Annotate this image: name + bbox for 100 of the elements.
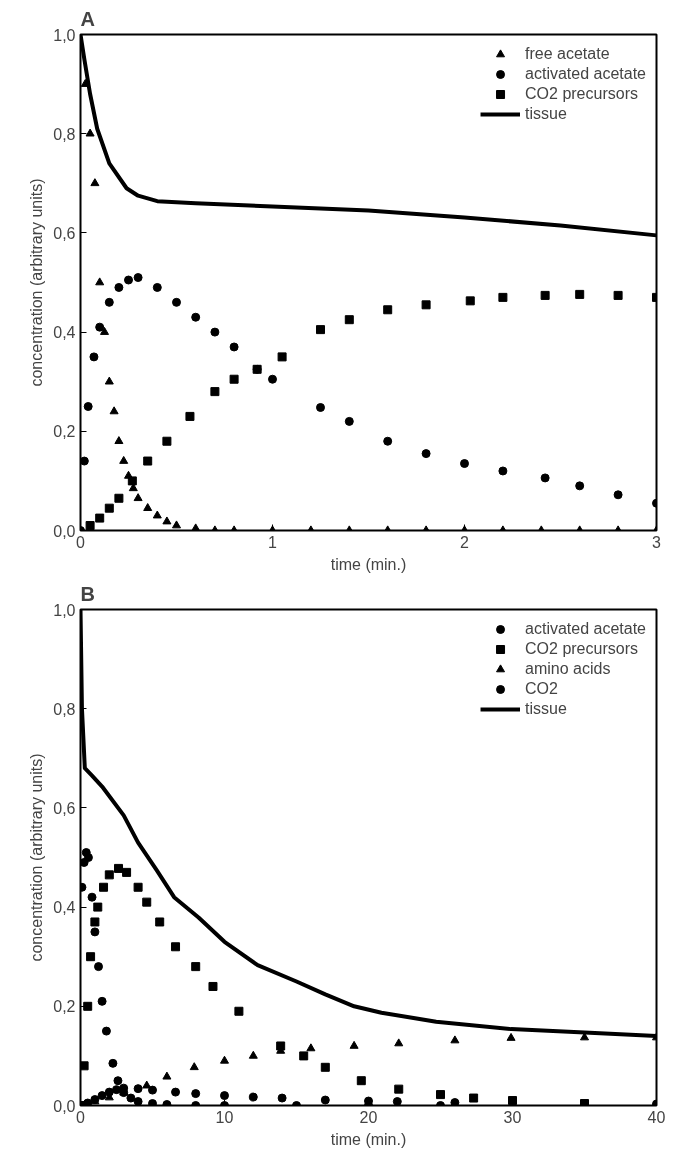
point (148, 1099, 157, 1106)
point (540, 473, 550, 483)
point (320, 1062, 330, 1072)
x-tick-label: 40 (647, 1108, 666, 1126)
point (133, 273, 143, 283)
point (383, 436, 393, 446)
point (89, 352, 99, 362)
point (104, 503, 114, 513)
point (99, 882, 109, 892)
point (248, 1050, 258, 1059)
point (143, 456, 153, 466)
point (85, 128, 95, 137)
y-tick-label: 0,2 (53, 423, 76, 441)
point (508, 1096, 517, 1106)
x-axis-title: time (min.) (330, 1130, 407, 1148)
point (189, 1062, 199, 1071)
point (277, 352, 287, 362)
legend-label: tissue (525, 700, 567, 718)
legend-label: CO2 precursors (525, 640, 638, 658)
point (349, 1040, 359, 1049)
point (316, 403, 325, 412)
point (143, 503, 153, 511)
point (90, 178, 100, 187)
point (104, 297, 114, 307)
point (95, 277, 105, 286)
point (421, 449, 431, 459)
point (299, 1051, 309, 1061)
y-tick-label: 0,4 (53, 324, 76, 342)
point (80, 456, 89, 466)
point (344, 416, 354, 426)
point (580, 1099, 589, 1106)
point (90, 917, 100, 927)
point (155, 917, 165, 927)
x-axis-title: time (min.) (330, 555, 407, 573)
point (210, 327, 220, 337)
point (83, 853, 93, 862)
point (394, 1038, 404, 1047)
point (171, 942, 181, 952)
point (208, 981, 218, 991)
point (229, 374, 239, 384)
point (191, 1089, 201, 1099)
point (114, 863, 124, 873)
point (112, 1085, 121, 1095)
point (94, 962, 103, 972)
y-tick-label: 0,6 (53, 799, 76, 817)
point (148, 1085, 157, 1095)
point (83, 1001, 93, 1011)
point (127, 476, 137, 486)
x-tick-label: 1 (268, 533, 278, 551)
point (152, 282, 162, 292)
legend-label: activated acetate (525, 65, 646, 83)
point (133, 882, 143, 892)
y-axis-title: concentration (arbitrary units) (28, 753, 46, 962)
point (185, 411, 195, 421)
point (394, 1084, 404, 1094)
point (109, 406, 119, 415)
point (320, 1095, 330, 1105)
y-tick-label: 0,4 (53, 899, 76, 917)
point (95, 513, 105, 523)
x-tick-label: 10 (215, 1108, 234, 1126)
y-tick-label: 1,0 (53, 601, 76, 619)
legend-label: activated acetate (525, 620, 646, 638)
point (450, 1098, 460, 1106)
x-tick-label: 0 (76, 1108, 86, 1126)
chart-title: A (80, 7, 95, 30)
point (436, 1090, 445, 1100)
point (114, 282, 124, 292)
chart-title: B (80, 582, 95, 605)
y-axis-title: concentration (arbitrary units) (28, 178, 46, 387)
x-tick-label: 0 (76, 533, 86, 551)
point (268, 374, 277, 384)
point (392, 1097, 402, 1106)
point (87, 892, 97, 902)
point (95, 322, 105, 332)
point (540, 290, 550, 300)
point (450, 1035, 460, 1044)
point (100, 326, 109, 335)
point (220, 1055, 229, 1064)
point (277, 1093, 287, 1103)
point (210, 387, 220, 397)
point (172, 520, 181, 529)
point (114, 493, 124, 503)
point (498, 292, 508, 302)
point (171, 1087, 181, 1097)
point (142, 897, 152, 907)
point (133, 1097, 143, 1106)
point (234, 1006, 244, 1016)
point (191, 962, 201, 972)
point (356, 1076, 366, 1086)
point (97, 1091, 107, 1101)
point (498, 466, 508, 476)
point (101, 1026, 111, 1036)
point (421, 300, 431, 310)
point (108, 1058, 118, 1068)
legend-label: tissue (525, 105, 567, 123)
point (114, 436, 124, 445)
point (152, 510, 162, 519)
point (85, 521, 95, 531)
point (97, 996, 107, 1006)
point (383, 305, 393, 315)
